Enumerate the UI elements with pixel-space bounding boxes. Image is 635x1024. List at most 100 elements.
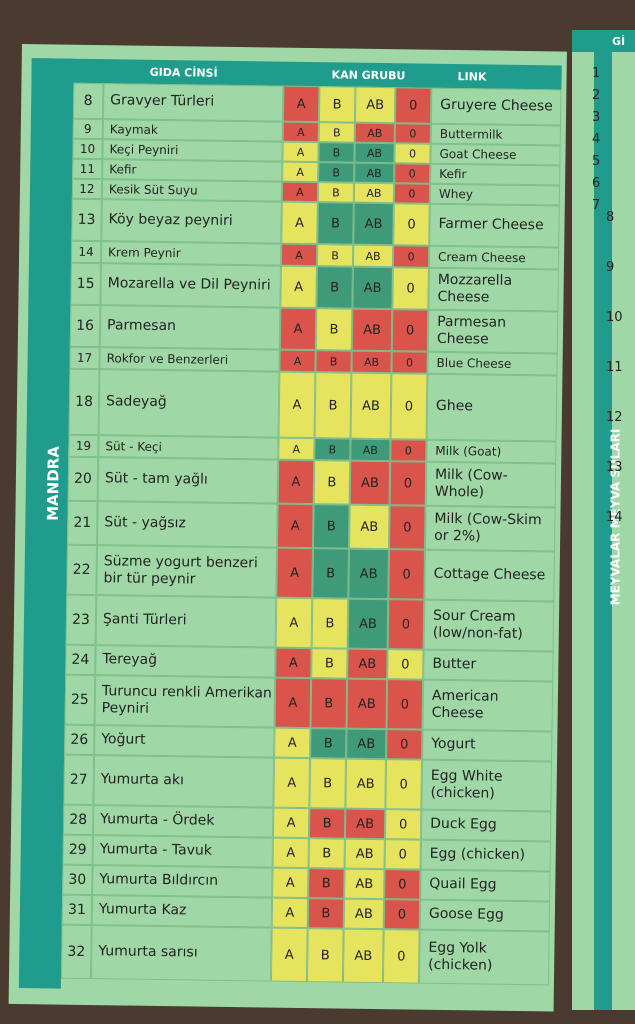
link-name: Goose Egg [419, 899, 551, 932]
blood-group-cell: B [306, 928, 344, 983]
row-number: 12 [606, 410, 623, 425]
row-number: 3 [592, 110, 601, 125]
blood-group-cell: B [314, 438, 351, 461]
row-number: 10 [606, 310, 623, 325]
row-number: 10 [72, 138, 103, 160]
blood-group-cell: B [308, 868, 345, 899]
link-name: Farmer Cheese [429, 203, 560, 248]
blood-group-cell: B [318, 142, 355, 163]
blood-group-cell: B [308, 838, 345, 869]
blood-group-cell: AB [353, 182, 395, 204]
row-number: 8 [72, 82, 104, 120]
food-name: Kefir [102, 159, 283, 182]
header: Gİ [612, 35, 626, 48]
blood-group-cell: AB [350, 438, 391, 462]
blood-group-cell: B [314, 372, 352, 439]
blood-group-cell: AB [350, 372, 392, 440]
blood-group-cell: A [276, 547, 313, 599]
blood-group-cell: 0 [386, 729, 423, 760]
blood-group-cell: 0 [388, 549, 425, 600]
section-stripe [594, 52, 612, 1010]
blood-group-cell: B [316, 266, 353, 309]
food-name: Süt - Keçi [98, 435, 279, 460]
blood-group-cell: B [312, 504, 350, 549]
blood-group-cell: 0 [388, 505, 426, 550]
row-number: 24 [65, 644, 96, 676]
food-name: Yumurta sarısı [90, 925, 272, 982]
blood-group-cell: A [274, 727, 311, 759]
blood-group-cell: 0 [386, 679, 424, 730]
blood-group-cell: 0 [391, 309, 429, 352]
blood-group-cell: AB [343, 898, 385, 930]
link-name: Milk (Cow-Skim or 2%) [424, 505, 556, 552]
blood-group-cell: AB [349, 460, 391, 506]
page: GIDA CİNSİ KAN GRUBU LINK MANDRA 8 Gravye… [8, 44, 567, 1012]
blood-group-cell: B [315, 308, 353, 351]
link-name: Yogurt [422, 729, 553, 762]
blood-group-cell: A [278, 371, 316, 439]
header-band [572, 30, 635, 52]
row-number: 31 [61, 894, 93, 926]
link-name: Egg (chicken) [420, 839, 551, 872]
link-name: Blue Cheese [427, 351, 558, 376]
food-name: Köy beyaz peyniri [101, 199, 282, 244]
food-name: Sadeyağ [98, 369, 280, 438]
row-number: 9 [606, 260, 615, 275]
blood-group-cell: B [316, 244, 354, 267]
blood-group-cell: B [310, 728, 347, 759]
link-name: Sour Cream (low/non-fat) [423, 599, 555, 652]
blood-group-cell: B [311, 648, 348, 679]
food-name: Yumurta akı [93, 755, 275, 808]
food-name: Yumurta - Tavuk [92, 835, 273, 868]
food-name: Gravyer Türleri [102, 83, 284, 122]
header-food: GIDA CİNSİ [149, 65, 218, 80]
food-name: Süt - yağsız [97, 501, 278, 548]
blood-group-cell: 0 [385, 759, 423, 810]
food-name: Krem Peynir [100, 241, 282, 266]
blood-group-cell: B [309, 758, 347, 809]
blood-group-cell: 0 [382, 929, 420, 984]
row-number: 4 [592, 132, 601, 147]
row-number: 18 [68, 368, 100, 436]
food-name: Keçi Peyniri [102, 139, 283, 162]
row-number: 15 [70, 262, 101, 306]
link-name: Mozzarella Cheese [428, 267, 559, 312]
row-number: 1 [592, 66, 601, 81]
blood-group-cell: B [315, 350, 352, 373]
blood-group-cell: B [318, 86, 356, 123]
blood-group-cell: A [279, 307, 317, 351]
row-number: 9 [72, 118, 103, 140]
link-name: Ghee [426, 373, 558, 442]
row-number: 25 [64, 674, 96, 726]
food-name: Parmesan [99, 305, 281, 350]
blood-group-cell: A [271, 897, 309, 929]
row-number: 27 [63, 754, 95, 806]
blood-group-cell: 0 [394, 123, 431, 144]
blood-group-cell: AB [342, 928, 384, 984]
blood-group-cell: AB [354, 162, 395, 184]
blood-group-cell: A [279, 349, 316, 373]
blood-group-cell: B [318, 122, 355, 143]
row-number: 22 [66, 544, 98, 596]
blood-group-cell: 0 [392, 267, 429, 310]
blood-group-cell: AB [347, 598, 389, 650]
row-number: 5 [592, 154, 601, 169]
row-number: 11 [606, 360, 623, 375]
link-name: Milk (Goat) [426, 439, 557, 464]
blood-group-cell: AB [352, 244, 394, 268]
blood-group-cell: AB [353, 202, 394, 246]
food-name: Kaymak [102, 119, 283, 142]
link-name: Duck Egg [420, 809, 552, 842]
row-number: 32 [60, 924, 92, 980]
blood-group-cell: 0 [390, 439, 427, 462]
blood-group-cell: B [317, 182, 355, 203]
blood-group-cell: AB [354, 86, 396, 124]
blood-group-cell: 0 [384, 869, 421, 900]
row-number: 2 [592, 88, 601, 103]
blood-group-cell: A [282, 85, 320, 123]
blood-group-cell: AB [344, 868, 385, 900]
blood-group-cell: A [273, 757, 311, 809]
blood-group-cell: AB [347, 648, 388, 680]
food-name: Mozarella ve Dil Peyniri [100, 263, 281, 308]
